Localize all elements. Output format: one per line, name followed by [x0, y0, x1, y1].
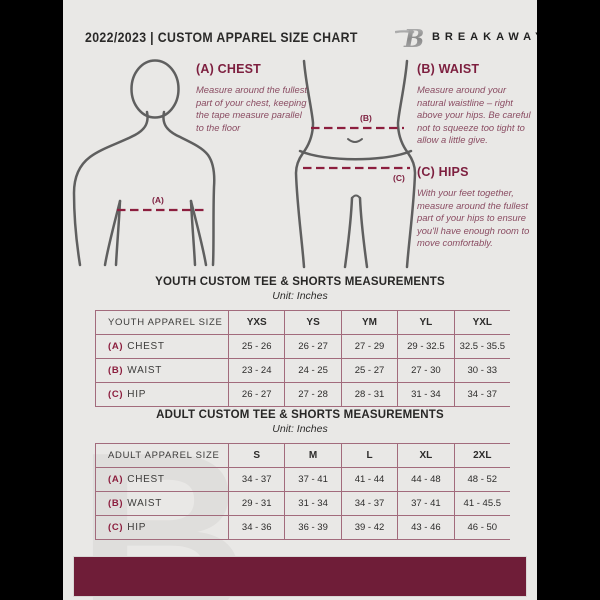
table-row: (C) HIP 34 - 36 36 - 39 39 - 42 43 - 46 46 - 5…: [95, 516, 510, 540]
adult-section-title: ADULT CUSTOM TEE & SHORTS MEASUREMENTS: [156, 409, 444, 421]
body-outline-svg: [72, 59, 417, 269]
table-row: (C) HIP 26 - 27 27 - 28 28 - 31 31 - 34 34 - 3…: [95, 383, 510, 407]
measurement-value: 28 - 31: [340, 383, 397, 406]
header: 2022/2023 | CUSTOM APPAREL SIZE CHART B …: [85, 22, 537, 52]
chest-instructions: (A) CHEST Measure around the fullest par…: [196, 62, 310, 134]
measurement-value: 37 - 41: [397, 492, 453, 515]
chest-line-label: (A): [152, 195, 164, 205]
navel-mark: [347, 138, 363, 143]
page-title: 2022/2023 | CUSTOM APPAREL SIZE CHART: [85, 29, 358, 45]
measurement-value: 46 - 50: [453, 516, 510, 539]
measurement-value: 30 - 33: [453, 359, 510, 382]
waist-heading: (B) WAIST: [417, 62, 480, 76]
size-chart-document: B 2022/2023 | CUSTOM APPAREL SIZE CHART …: [63, 0, 537, 600]
table-row: (A) CHEST 34 - 37 37 - 41 41 - 44 44 - 48 48 -…: [95, 468, 510, 492]
chest-heading: (A) CHEST: [196, 62, 261, 76]
measurement-value: 26 - 27: [228, 383, 284, 406]
measurement-value: 41 - 45.5: [453, 492, 510, 515]
waist-line-label: (B): [360, 113, 372, 123]
lower-body-outline: [294, 59, 417, 269]
brand-lockup: B BREAKAWAY: [394, 24, 537, 50]
size-column-header: 2XL: [453, 444, 510, 467]
chest-body-text: Measure around the fullest part of your …: [196, 84, 308, 133]
size-column-header: YM: [340, 311, 397, 334]
table-header-row: ADULT APPAREL SIZE S M L XL 2XL: [95, 444, 510, 468]
hips-body-text: With your feet together, measure around …: [417, 187, 530, 248]
table-row: (A) CHEST 25 - 26 26 - 27 27 - 29 29 - 32.5 32…: [95, 335, 510, 359]
size-column-header: YXL: [453, 311, 510, 334]
hips-line-label: (C): [393, 173, 405, 183]
measurement-value: 36 - 39: [284, 516, 340, 539]
size-column-header: XL: [397, 444, 453, 467]
measurement-label: (C) HIP: [95, 516, 228, 539]
measurement-label: (A) CHEST: [95, 335, 228, 358]
measurement-value: 27 - 30: [397, 359, 453, 382]
measurement-value: 48 - 52: [453, 468, 510, 491]
hips-instructions: (C) HIPS With your feet together, measur…: [417, 165, 531, 250]
measurement-value: 29 - 31: [228, 492, 284, 515]
measurement-diagrams: (A) (B) (C) (A) CHEST Measure around the…: [63, 55, 537, 270]
brand-name: BREAKAWAY: [431, 31, 537, 43]
measurement-value: 32.5 - 35.5: [453, 335, 510, 358]
measurement-label: (C) HIP: [95, 383, 228, 406]
measurement-value: 34 - 37: [340, 492, 397, 515]
measurement-value: 39 - 42: [340, 516, 397, 539]
svg-text:B: B: [403, 24, 424, 50]
size-column-header: S: [228, 444, 284, 467]
youth-size-table: YOUTH APPAREL SIZE YXS YS YM YL YXL (A) CHEST 25…: [95, 310, 510, 407]
measurement-value: 37 - 41: [284, 468, 340, 491]
measurement-value: 23 - 24: [228, 359, 284, 382]
measurement-value: 41 - 44: [340, 468, 397, 491]
hips-heading: (C) HIPS: [417, 165, 469, 179]
youth-unit-label: Unit: Inches: [272, 290, 328, 302]
measurement-value: 31 - 34: [284, 492, 340, 515]
measurement-value: 34 - 37: [453, 383, 510, 406]
measurement-value: 25 - 26: [228, 335, 284, 358]
apparel-size-corner-label: ADULT APPAREL SIZE: [95, 444, 228, 467]
measurement-value: 27 - 28: [284, 383, 340, 406]
measurement-value: 24 - 25: [284, 359, 340, 382]
waist-body-text: Measure around your natural waistline – …: [417, 84, 531, 145]
measurement-value: 44 - 48: [397, 468, 453, 491]
youth-section-title: YOUTH CUSTOM TEE & SHORTS MEASUREMENTS: [155, 276, 445, 288]
measurement-label: (B) WAIST: [95, 359, 228, 382]
upper-body-outline: [72, 59, 216, 267]
size-column-header: YS: [284, 311, 340, 334]
apparel-size-corner-label: YOUTH APPAREL SIZE: [95, 311, 228, 334]
size-column-header: YL: [397, 311, 453, 334]
measurement-label: (A) CHEST: [95, 468, 228, 491]
measurement-value: 29 - 32.5: [397, 335, 453, 358]
measurement-value: 43 - 46: [397, 516, 453, 539]
adult-unit-label: Unit: Inches: [272, 423, 328, 435]
measurement-value: 34 - 36: [228, 516, 284, 539]
size-column-header: M: [284, 444, 340, 467]
footer-bar: [73, 556, 527, 597]
measurement-value: 27 - 29: [340, 335, 397, 358]
size-column-header: L: [340, 444, 397, 467]
measurement-value: 25 - 27: [340, 359, 397, 382]
measurement-value: 34 - 37: [228, 468, 284, 491]
breakaway-logo-icon: B: [394, 24, 424, 50]
measurement-label: (B) WAIST: [95, 492, 228, 515]
measurement-value: 26 - 27: [284, 335, 340, 358]
table-row: (B) WAIST 29 - 31 31 - 34 34 - 37 37 - 41 41 -…: [95, 492, 510, 516]
waist-instructions: (B) WAIST Measure around your natural wa…: [417, 62, 531, 147]
measurement-value: 31 - 34: [397, 383, 453, 406]
size-column-header: YXS: [228, 311, 284, 334]
adult-size-table: ADULT APPAREL SIZE S M L XL 2XL (A) CHEST 34 - 3…: [95, 443, 510, 540]
table-header-row: YOUTH APPAREL SIZE YXS YS YM YL YXL: [95, 311, 510, 335]
table-row: (B) WAIST 23 - 24 24 - 25 25 - 27 27 - 30 30 -…: [95, 359, 510, 383]
